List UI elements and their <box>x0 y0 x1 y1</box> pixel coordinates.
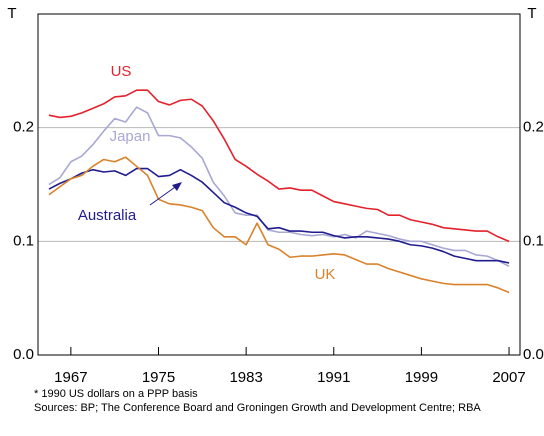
series-label: Australia <box>78 207 137 224</box>
x-tick-label: 1999 <box>405 369 438 385</box>
y-tick-label-right: 0.2 <box>523 119 544 136</box>
chart: T T 0.0 0.0 0.1 0.1 0.2 0.2 1967 1975 1983 1991 19… <box>7 5 544 385</box>
plot-frame <box>37 13 521 356</box>
arrow-line <box>149 184 179 206</box>
y-unit-left: T <box>7 5 16 22</box>
y-unit-right: T <box>527 5 536 22</box>
series-label: US <box>111 63 132 80</box>
series-line <box>48 106 510 268</box>
sources: Sources: BP; The Conference Board and Gr… <box>34 402 481 414</box>
y-tick-label: 0.2 <box>13 119 34 136</box>
series-line <box>48 89 510 243</box>
series-label: Japan <box>110 128 151 145</box>
grid <box>38 127 520 356</box>
y-tick-label: 0.1 <box>13 232 34 249</box>
series-label: UK <box>315 266 336 283</box>
x-tick-label: 2007 <box>492 369 525 385</box>
series-line <box>48 156 510 294</box>
y-tick-label: 0.0 <box>13 346 34 363</box>
x-tick-label: 1975 <box>142 369 175 385</box>
footnote: * 1990 US dollars on a PPP basis <box>34 388 198 400</box>
x-tick-label: 1983 <box>229 369 262 385</box>
y-tick-label-right: 0.1 <box>523 232 544 249</box>
x-tick-label: 1991 <box>317 369 350 385</box>
y-tick-label-right: 0.0 <box>523 346 544 363</box>
series-line <box>48 167 510 264</box>
x-tick-label: 1967 <box>54 369 87 385</box>
lines <box>48 89 510 294</box>
arrow-head <box>172 182 182 191</box>
